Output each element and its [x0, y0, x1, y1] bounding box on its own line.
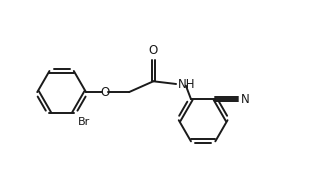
Text: Br: Br [78, 117, 90, 127]
Text: NH: NH [178, 78, 195, 91]
Text: N: N [241, 93, 249, 106]
Text: O: O [149, 44, 158, 57]
Text: O: O [100, 86, 109, 99]
